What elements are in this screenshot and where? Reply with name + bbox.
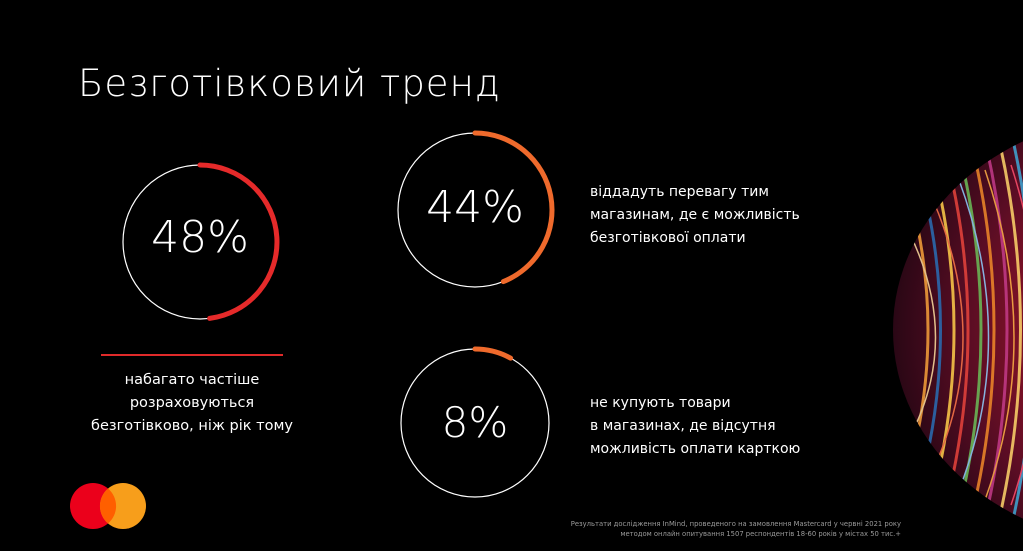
footnote-line: методом онлайн опитування 1507 респонден…: [620, 530, 901, 538]
mastercard-logo-icon: [70, 483, 146, 529]
description-line: віддадуть перевагу тим: [590, 184, 769, 200]
description-line: не купують товари: [590, 395, 731, 411]
description-line: можливість оплати карткою: [590, 441, 801, 457]
ring-progress-arc: [472, 130, 555, 285]
stat-description-8: не купують товари в магазинах, де відсут…: [590, 392, 800, 461]
footnote-line: Результати дослідження InMind, проведено…: [570, 520, 901, 528]
caption-line: розраховуються: [129, 395, 255, 411]
stat-value-8: 8%: [441, 398, 509, 447]
caption-line: безготівково, ніж рік тому: [91, 418, 293, 434]
stat-value-44: 44%: [426, 182, 524, 233]
ring-progress-arc: [197, 162, 280, 321]
source-footnote: Результати дослідження InMind, проведено…: [521, 519, 901, 539]
ring-progress-arc: [472, 346, 514, 361]
stat-ring-48: [122, 162, 280, 321]
description-line: магазинам, де є можливість: [590, 207, 800, 223]
caption-line: набагато частіше: [124, 372, 260, 388]
stat-description-44: віддадуть перевагу тим магазинам, де є м…: [590, 181, 800, 250]
stat-ring-44: [397, 130, 555, 288]
colorful-sphere-icon: [893, 115, 1023, 545]
page-title: Безготівковий тренд: [78, 62, 501, 105]
stat-caption-48: набагато частіше розраховуються безготів…: [81, 369, 303, 438]
stat-value-48: 48%: [151, 212, 249, 263]
description-line: в магазинах, де відсутня: [590, 418, 776, 434]
description-line: безготівкової оплати: [590, 230, 746, 246]
divider-line: [101, 354, 283, 356]
stat-ring-8: [400, 346, 550, 498]
